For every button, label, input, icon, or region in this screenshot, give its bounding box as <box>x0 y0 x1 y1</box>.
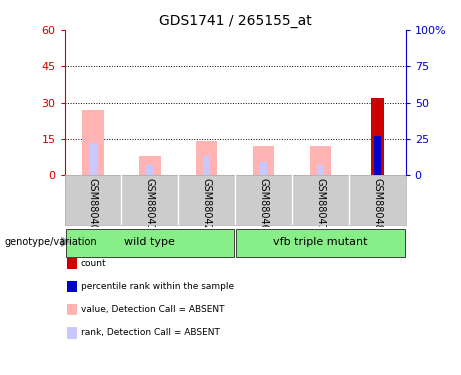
Text: GSM88048: GSM88048 <box>372 178 382 231</box>
Text: percentile rank within the sample: percentile rank within the sample <box>81 282 234 291</box>
Polygon shape <box>61 237 70 246</box>
Text: count: count <box>81 259 106 268</box>
Bar <box>253 146 274 175</box>
Bar <box>146 165 154 175</box>
Bar <box>82 110 104 175</box>
Bar <box>373 136 381 175</box>
Text: GSM88040: GSM88040 <box>88 178 98 231</box>
Text: GSM88046: GSM88046 <box>259 178 269 231</box>
Text: GSM88041: GSM88041 <box>145 178 155 231</box>
Bar <box>203 156 210 175</box>
Bar <box>260 162 267 175</box>
Title: GDS1741 / 265155_at: GDS1741 / 265155_at <box>159 13 312 28</box>
Text: GSM88042: GSM88042 <box>201 178 212 231</box>
Bar <box>89 143 97 175</box>
Text: GSM88047: GSM88047 <box>315 178 325 231</box>
Bar <box>65 229 234 257</box>
Bar <box>139 156 160 175</box>
Text: wild type: wild type <box>124 237 175 247</box>
Text: value, Detection Call = ABSENT: value, Detection Call = ABSENT <box>81 305 224 314</box>
Text: rank, Detection Call = ABSENT: rank, Detection Call = ABSENT <box>81 328 219 338</box>
Bar <box>310 146 331 175</box>
Text: vfb triple mutant: vfb triple mutant <box>273 237 367 247</box>
Bar <box>317 165 324 175</box>
Bar <box>196 141 218 175</box>
Bar <box>371 98 384 175</box>
Bar <box>236 229 405 257</box>
Text: genotype/variation: genotype/variation <box>5 237 97 247</box>
